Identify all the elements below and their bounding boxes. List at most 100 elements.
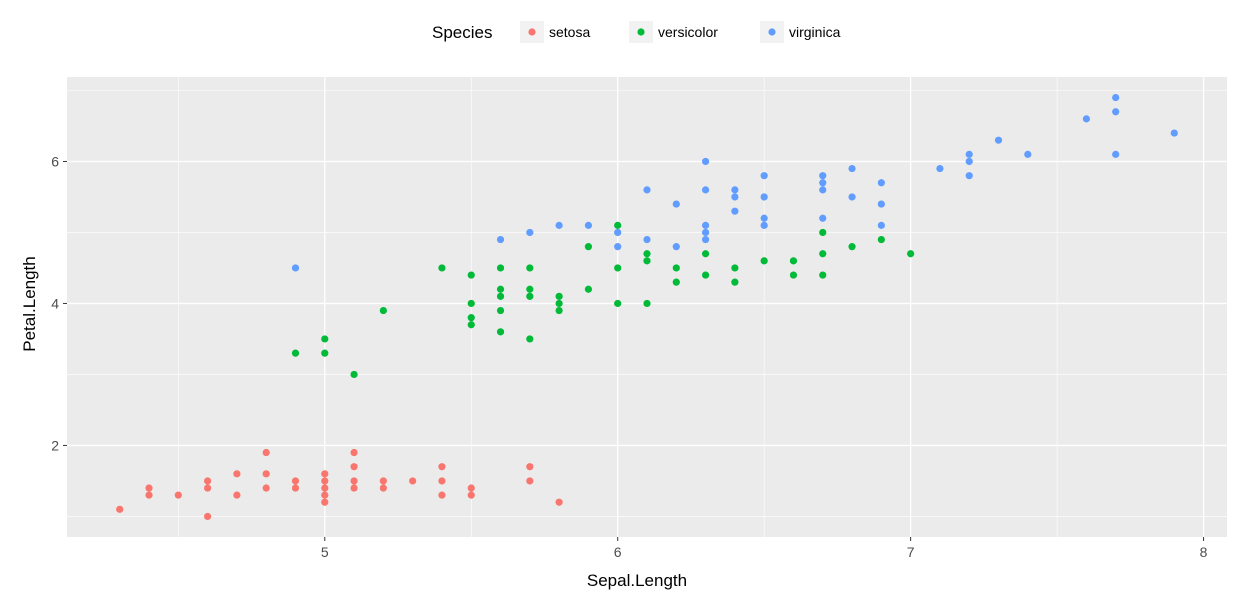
point-setosa: [409, 477, 417, 485]
point-versicolor: [731, 264, 739, 272]
point-versicolor: [584, 285, 593, 293]
point-setosa: [204, 477, 212, 485]
point-setosa: [174, 491, 182, 499]
point-virginica: [672, 243, 680, 251]
y-tick-label: 2: [51, 437, 59, 453]
point-setosa: [233, 491, 241, 499]
point-setosa: [350, 463, 358, 471]
point-virginica: [1170, 129, 1178, 137]
point-virginica: [701, 186, 710, 194]
point-versicolor: [819, 271, 827, 279]
point-versicolor: [555, 299, 563, 308]
point-setosa: [467, 491, 475, 499]
point-versicolor: [614, 264, 622, 272]
point-setosa: [233, 470, 241, 478]
point-versicolor: [379, 306, 387, 315]
point-versicolor: [467, 321, 475, 329]
point-virginica: [1112, 150, 1120, 158]
legend-label-virginica: virginica: [789, 24, 841, 40]
point-virginica: [701, 228, 710, 237]
point-versicolor: [496, 285, 505, 293]
point-versicolor: [496, 306, 505, 315]
point-versicolor: [496, 292, 505, 300]
point-setosa: [438, 463, 446, 471]
axis-ticks: [63, 160, 1205, 541]
legend-title: Species: [432, 23, 492, 42]
point-versicolor: [643, 250, 651, 258]
point-virginica: [701, 221, 710, 229]
point-virginica: [848, 193, 856, 201]
point-setosa: [350, 484, 358, 492]
point-virginica: [701, 235, 710, 244]
point-versicolor: [438, 264, 446, 272]
point-virginica: [819, 179, 827, 187]
point-versicolor: [701, 271, 710, 279]
point-setosa: [291, 477, 300, 485]
point-setosa: [438, 491, 446, 499]
point-versicolor: [614, 221, 622, 229]
point-versicolor: [467, 314, 475, 322]
point-versicolor: [701, 250, 710, 258]
point-virginica: [819, 172, 827, 180]
point-versicolor: [848, 243, 856, 251]
point-setosa: [145, 484, 153, 492]
point-virginica: [1082, 115, 1090, 123]
point-virginica: [877, 200, 885, 208]
point-virginica: [877, 221, 885, 229]
legend-marker-virginica: [768, 28, 776, 36]
point-versicolor: [819, 228, 827, 237]
point-virginica: [760, 214, 768, 222]
point-virginica: [1024, 150, 1032, 158]
point-virginica: [760, 221, 768, 229]
minor-gridlines: [67, 77, 1227, 537]
point-setosa: [379, 477, 387, 485]
point-setosa: [555, 498, 563, 506]
point-virginica: [819, 186, 827, 194]
point-versicolor: [321, 349, 329, 357]
x-tick-label: 5: [321, 544, 329, 560]
point-setosa: [467, 484, 475, 492]
point-versicolor: [526, 335, 534, 343]
legend-label-setosa: setosa: [549, 24, 590, 40]
point-setosa: [526, 477, 534, 485]
legend: Species setosa versicolor virginica: [432, 21, 841, 43]
data-points: [116, 93, 1178, 521]
point-setosa: [262, 470, 270, 478]
point-versicolor: [907, 250, 915, 258]
point-versicolor: [643, 257, 651, 265]
point-versicolor: [496, 328, 505, 336]
point-versicolor: [584, 243, 593, 251]
point-virginica: [614, 228, 622, 237]
point-setosa: [204, 484, 212, 492]
point-versicolor: [321, 335, 329, 343]
point-setosa: [291, 484, 300, 492]
point-virginica: [643, 235, 651, 244]
point-versicolor: [643, 299, 651, 308]
point-setosa: [526, 463, 534, 471]
point-versicolor: [672, 264, 680, 272]
point-virginica: [965, 157, 973, 166]
point-versicolor: [731, 278, 739, 286]
point-virginica: [672, 200, 680, 208]
point-versicolor: [789, 271, 798, 279]
point-versicolor: [789, 257, 798, 265]
point-versicolor: [819, 250, 827, 258]
point-virginica: [965, 172, 973, 180]
point-versicolor: [526, 285, 534, 293]
point-virginica: [848, 164, 856, 173]
point-virginica: [584, 221, 593, 229]
point-versicolor: [555, 306, 563, 315]
point-setosa: [321, 498, 329, 506]
point-virginica: [760, 193, 768, 201]
point-setosa: [321, 491, 329, 499]
point-virginica: [731, 186, 739, 194]
point-setosa: [321, 484, 329, 492]
point-versicolor: [672, 278, 680, 286]
point-virginica: [643, 186, 651, 194]
point-versicolor: [496, 264, 505, 272]
point-virginica: [965, 150, 973, 158]
point-virginica: [760, 172, 768, 180]
point-setosa: [321, 470, 329, 478]
point-setosa: [145, 491, 153, 499]
